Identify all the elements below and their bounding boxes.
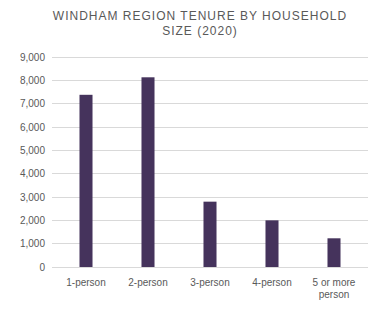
x-tick-label: 5 or moreperson bbox=[313, 277, 356, 300]
grid-line bbox=[52, 173, 368, 174]
y-tick-label: 9,000 bbox=[20, 52, 45, 63]
y-tick-label: 6,000 bbox=[20, 122, 45, 133]
x-tick-label: 4-person bbox=[252, 277, 291, 288]
grid-line bbox=[52, 150, 368, 151]
grid bbox=[52, 57, 368, 267]
x-tick-label: 2-person bbox=[128, 277, 167, 288]
y-tick-label: 8,000 bbox=[20, 75, 45, 86]
y-tick-label: 1,000 bbox=[20, 238, 45, 249]
y-tick-label: 3,000 bbox=[20, 192, 45, 203]
x-axis: 1-person 2-person 3-person 4-person 5 or mor… bbox=[66, 277, 356, 300]
bar bbox=[79, 95, 92, 267]
y-axis: 0 1,000 2,000 3,000 4,000 5,000 6,000 7,000 8,00… bbox=[20, 52, 45, 273]
y-tick-label: 2,000 bbox=[20, 215, 45, 226]
grid-line bbox=[52, 80, 368, 81]
bar bbox=[327, 238, 340, 267]
x-tick-label: 1-person bbox=[66, 277, 105, 288]
grid-line bbox=[52, 197, 368, 198]
grid-line bbox=[52, 57, 368, 58]
y-tick-label: 4,000 bbox=[20, 168, 45, 179]
x-tick-label: 3-person bbox=[190, 277, 229, 288]
title: WINDHAM REGION TENURE BY HOUSEHOLDSIZE (… bbox=[53, 9, 347, 38]
y-tick-label: 7,000 bbox=[20, 98, 45, 109]
bar bbox=[265, 220, 278, 267]
grid-line bbox=[52, 103, 368, 104]
grid-line bbox=[52, 127, 368, 128]
chart: WINDHAM REGION TENURE BY HOUSEHOLDSIZE (… bbox=[0, 0, 388, 319]
y-tick-label: 5,000 bbox=[20, 145, 45, 156]
bar bbox=[203, 202, 216, 267]
bar bbox=[141, 77, 154, 267]
bars bbox=[79, 77, 340, 267]
y-tick-label: 0 bbox=[39, 262, 45, 273]
